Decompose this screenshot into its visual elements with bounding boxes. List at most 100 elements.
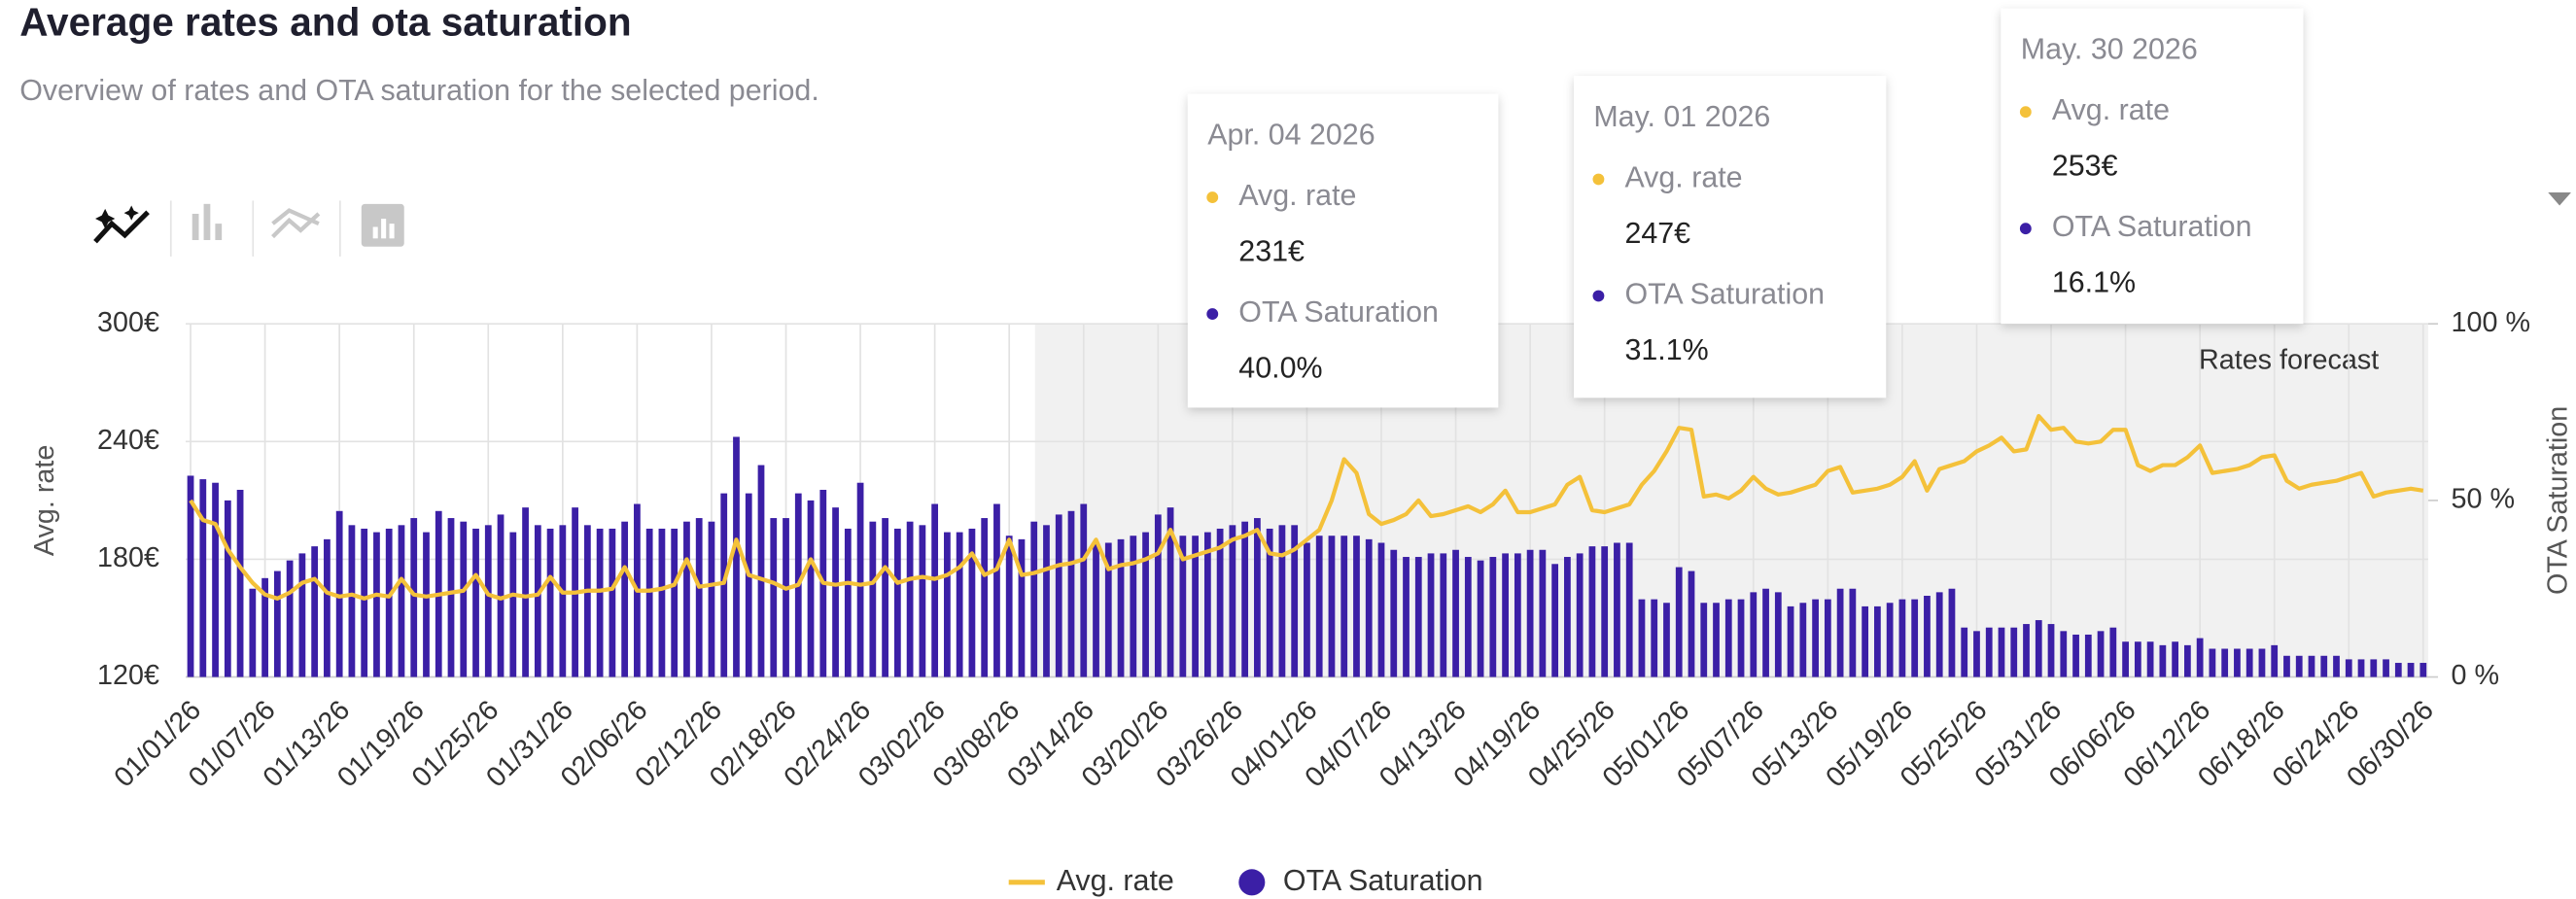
stacked-chart-button[interactable] bbox=[361, 203, 404, 247]
bar bbox=[596, 528, 604, 677]
bar bbox=[1663, 603, 1670, 677]
legend-item[interactable]: OTA Saturation bbox=[1238, 864, 1483, 897]
bar bbox=[2295, 655, 2303, 677]
bar bbox=[1774, 592, 1782, 677]
bar bbox=[1030, 521, 1038, 677]
bar bbox=[1935, 592, 1943, 677]
menu-chevron[interactable] bbox=[2548, 192, 2571, 206]
bar bbox=[1005, 536, 1013, 677]
bar bbox=[2196, 638, 2204, 677]
bar bbox=[869, 521, 877, 677]
bar bbox=[1018, 538, 1026, 677]
bar bbox=[1203, 532, 1211, 677]
bar bbox=[1377, 542, 1385, 677]
bar bbox=[1526, 549, 1534, 677]
bar bbox=[1080, 503, 1088, 677]
bar bbox=[460, 521, 468, 677]
bar bbox=[1179, 536, 1187, 677]
bar bbox=[335, 510, 343, 677]
bar bbox=[695, 518, 703, 677]
legend-item[interactable]: Avg. rate bbox=[1008, 864, 1174, 897]
tooltip-dot bbox=[1592, 173, 1605, 186]
bar bbox=[2419, 663, 2427, 677]
tooltip: May. 01 2026 Avg. rate 247€ OTA Saturation 3… bbox=[1574, 76, 1887, 398]
toolbar bbox=[88, 197, 404, 257]
bar bbox=[1067, 510, 1075, 677]
bar bbox=[187, 475, 194, 677]
bar-chart-button[interactable] bbox=[191, 203, 223, 241]
bar bbox=[2271, 644, 2279, 677]
bar bbox=[361, 528, 368, 677]
bar bbox=[1489, 557, 1497, 677]
bar bbox=[348, 525, 356, 677]
y-tick-label: 240€ bbox=[97, 425, 159, 456]
bar bbox=[1130, 536, 1137, 677]
bar bbox=[497, 514, 505, 677]
bar bbox=[1390, 549, 1398, 677]
bar bbox=[783, 518, 789, 677]
bar bbox=[1576, 553, 1584, 677]
line-chart-button[interactable] bbox=[88, 197, 155, 257]
bar bbox=[708, 521, 715, 677]
tooltip-date: May. 30 2026 bbox=[2021, 33, 2198, 66]
bar bbox=[1093, 542, 1099, 677]
trend-chart-button[interactable] bbox=[271, 208, 321, 239]
bar bbox=[745, 493, 752, 677]
y-axis-title: Avg. rate bbox=[29, 445, 60, 556]
bar bbox=[757, 465, 765, 677]
bar bbox=[1440, 553, 1447, 677]
tooltip-value: 31.1% bbox=[1624, 333, 1708, 366]
bar bbox=[224, 500, 231, 677]
bar bbox=[1514, 553, 1521, 677]
bar bbox=[534, 525, 541, 677]
bar bbox=[1973, 631, 1980, 677]
bar bbox=[2109, 627, 2117, 677]
tooltip-dot bbox=[1206, 191, 1219, 203]
y-tick-label: 120€ bbox=[97, 660, 159, 691]
tooltip-name: OTA Saturation bbox=[1624, 278, 1825, 311]
bar bbox=[1836, 588, 1844, 677]
tooltip-box bbox=[1187, 93, 1499, 408]
bar bbox=[2383, 659, 2389, 677]
bar bbox=[2159, 644, 2167, 677]
bar bbox=[1824, 599, 1831, 677]
bar bbox=[2221, 648, 2229, 677]
tooltip-box bbox=[1574, 76, 1887, 398]
bar bbox=[993, 503, 1000, 677]
bar bbox=[410, 518, 418, 677]
bar bbox=[1216, 528, 1224, 677]
bar bbox=[893, 528, 901, 677]
bar bbox=[1998, 627, 2005, 677]
bar bbox=[1477, 560, 1484, 677]
tooltip-value: 231€ bbox=[1238, 235, 1305, 268]
bar bbox=[2072, 634, 2079, 677]
bar bbox=[447, 518, 455, 677]
legend-swatch bbox=[1238, 869, 1266, 896]
bar bbox=[311, 546, 319, 677]
bar bbox=[583, 525, 591, 677]
bar bbox=[2172, 641, 2179, 677]
bar bbox=[1464, 557, 1472, 677]
chart-title: Average rates and ota saturation bbox=[19, 0, 631, 44]
tooltip-value: 40.0% bbox=[1238, 352, 1322, 385]
bar bbox=[1614, 542, 1620, 677]
bar bbox=[645, 528, 653, 677]
bar bbox=[832, 507, 839, 677]
bar bbox=[1266, 528, 1273, 677]
bar bbox=[1588, 546, 1596, 677]
bar bbox=[559, 525, 567, 677]
bar bbox=[1750, 592, 1758, 677]
bar bbox=[844, 528, 852, 677]
tooltip-value: 16.1% bbox=[2052, 266, 2136, 299]
bar bbox=[981, 518, 989, 677]
tooltip-dot bbox=[2019, 106, 2032, 119]
bar bbox=[1229, 525, 1236, 677]
bar bbox=[807, 500, 815, 677]
bar bbox=[2320, 655, 2328, 677]
tooltip-name: Avg. rate bbox=[1238, 179, 1356, 212]
tooltip-name: Avg. rate bbox=[1624, 161, 1742, 194]
bar bbox=[2370, 659, 2378, 677]
tooltip-date: Apr. 04 2026 bbox=[1207, 119, 1375, 152]
bar bbox=[2394, 663, 2402, 677]
